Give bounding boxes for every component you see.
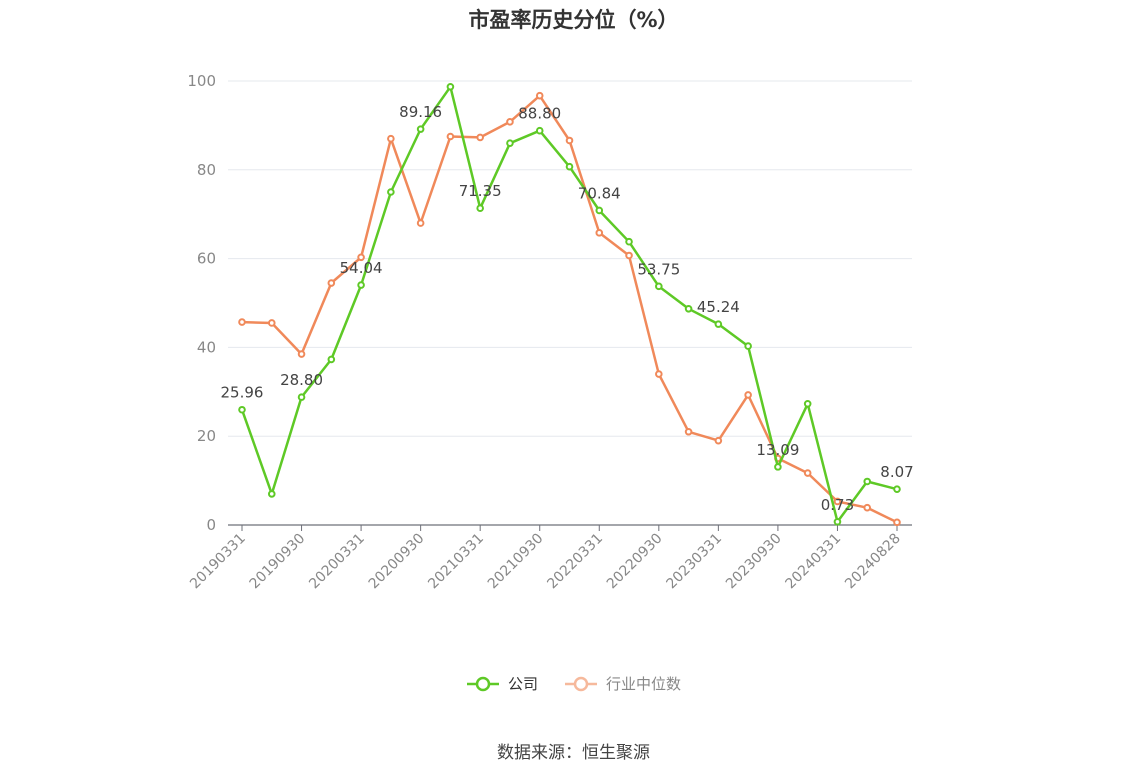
data-label: 45.24: [697, 298, 740, 316]
legend-industry-marker-icon: [565, 676, 597, 691]
data-point-industry: [238, 318, 246, 326]
data-label: 71.35: [459, 182, 502, 200]
data-point-company: [327, 355, 336, 364]
y-tick-label: 80: [197, 161, 216, 179]
data-label: 13.09: [756, 441, 799, 459]
x-tick-label: 20230331: [663, 531, 725, 593]
data-point-industry: [833, 497, 842, 506]
data-point-company: [744, 342, 752, 350]
data-point-industry: [744, 391, 752, 399]
data-point-industry: [565, 136, 574, 145]
y-tick-label: 60: [197, 250, 216, 268]
data-point-industry: [446, 132, 455, 141]
x-tick-label: 20200331: [306, 531, 368, 593]
data-point-company: [506, 139, 514, 147]
data-label: 88.80: [518, 105, 561, 123]
data-point-industry: [476, 133, 484, 142]
x-tick-label: 20230930: [723, 531, 785, 593]
data-point-company: [357, 281, 365, 289]
data-point-company: [625, 237, 633, 246]
data-labels: 25.96 28.80 54.04 89.16 71.35 88.80 70.84 53.75…: [221, 103, 914, 514]
data-point-company: [476, 204, 484, 213]
data-point-industry: [297, 350, 306, 358]
y-tick-label: 0: [206, 516, 216, 534]
legend-item-industry[interactable]: 行业中位数: [564, 673, 681, 694]
data-point-company: [565, 162, 574, 171]
data-point-company: [446, 82, 455, 91]
data-point-company: [535, 126, 544, 135]
data-point-industry: [506, 118, 514, 126]
data-point-industry: [595, 229, 604, 237]
data-label: 54.04: [340, 259, 383, 277]
data-point-industry: [416, 219, 425, 227]
data-source-note: 数据来源：恒生聚源: [497, 743, 650, 763]
legend: 公司 行业中位数: [0, 673, 1147, 694]
x-tick-label: 20210331: [425, 531, 487, 593]
data-point-industry: [863, 503, 872, 512]
legend-label-company: 公司: [507, 675, 538, 693]
data-label: 53.75: [637, 260, 680, 278]
data-point-company: [595, 206, 604, 215]
y-axis: 0 20 40 60 80 100: [187, 72, 216, 534]
data-point-industry: [535, 91, 544, 100]
x-tick-label: 20220930: [604, 531, 666, 593]
y-tick-label: 100: [187, 72, 216, 90]
data-point-company: [267, 490, 276, 498]
x-tick-label: 20220331: [544, 531, 606, 593]
data-point-industry: [357, 253, 365, 262]
x-tick-label: 20210930: [485, 531, 547, 593]
data-label: 0.73: [821, 496, 854, 514]
chart-title: 市盈率历史分位（%）: [468, 8, 679, 32]
legend-company-marker-icon: [466, 676, 499, 691]
x-axis: 2019033120190930202003312020093020210331…: [187, 524, 912, 593]
data-point-industry: [893, 518, 901, 527]
data-point-industry: [387, 134, 395, 143]
data-point-company: [416, 125, 425, 133]
data-point-industry: [327, 279, 336, 287]
x-tick-label: 20190930: [247, 531, 309, 593]
data-label: 8.07: [880, 463, 913, 481]
data-point-company: [297, 393, 306, 401]
data-point-company: [833, 517, 842, 526]
data-point-company: [893, 485, 901, 493]
legend-label-industry: 行业中位数: [606, 675, 682, 693]
y-tick-label: 40: [197, 338, 216, 356]
legend-item-company[interactable]: 公司: [466, 673, 538, 694]
data-point-company: [774, 463, 782, 471]
data-label: 25.96: [221, 384, 264, 402]
data-point-company: [863, 477, 872, 486]
data-label: 28.80: [280, 371, 323, 389]
data-point-industry: [714, 436, 723, 445]
data-point-industry: [267, 319, 276, 327]
data-point-company: [803, 399, 812, 408]
data-point-industry: [625, 251, 633, 260]
data-label: 70.84: [578, 184, 621, 202]
data-point-company: [238, 405, 246, 414]
x-tick-label: 20240331: [783, 531, 845, 593]
y-tick-label: 20: [197, 427, 216, 445]
data-point-company: [684, 304, 693, 313]
series: [238, 82, 901, 527]
x-tick-label: 20240828: [842, 531, 904, 593]
data-label: 89.16: [399, 103, 442, 121]
data-point-company: [714, 320, 723, 328]
data-point-company: [387, 188, 395, 196]
data-point-industry: [655, 370, 663, 378]
x-tick-label: 20190331: [187, 531, 249, 593]
data-point-industry: [803, 469, 812, 477]
data-point-industry: [684, 427, 693, 436]
data-point-company: [655, 282, 663, 291]
x-tick-label: 20200930: [366, 531, 428, 593]
grid-lines: [228, 80, 912, 437]
